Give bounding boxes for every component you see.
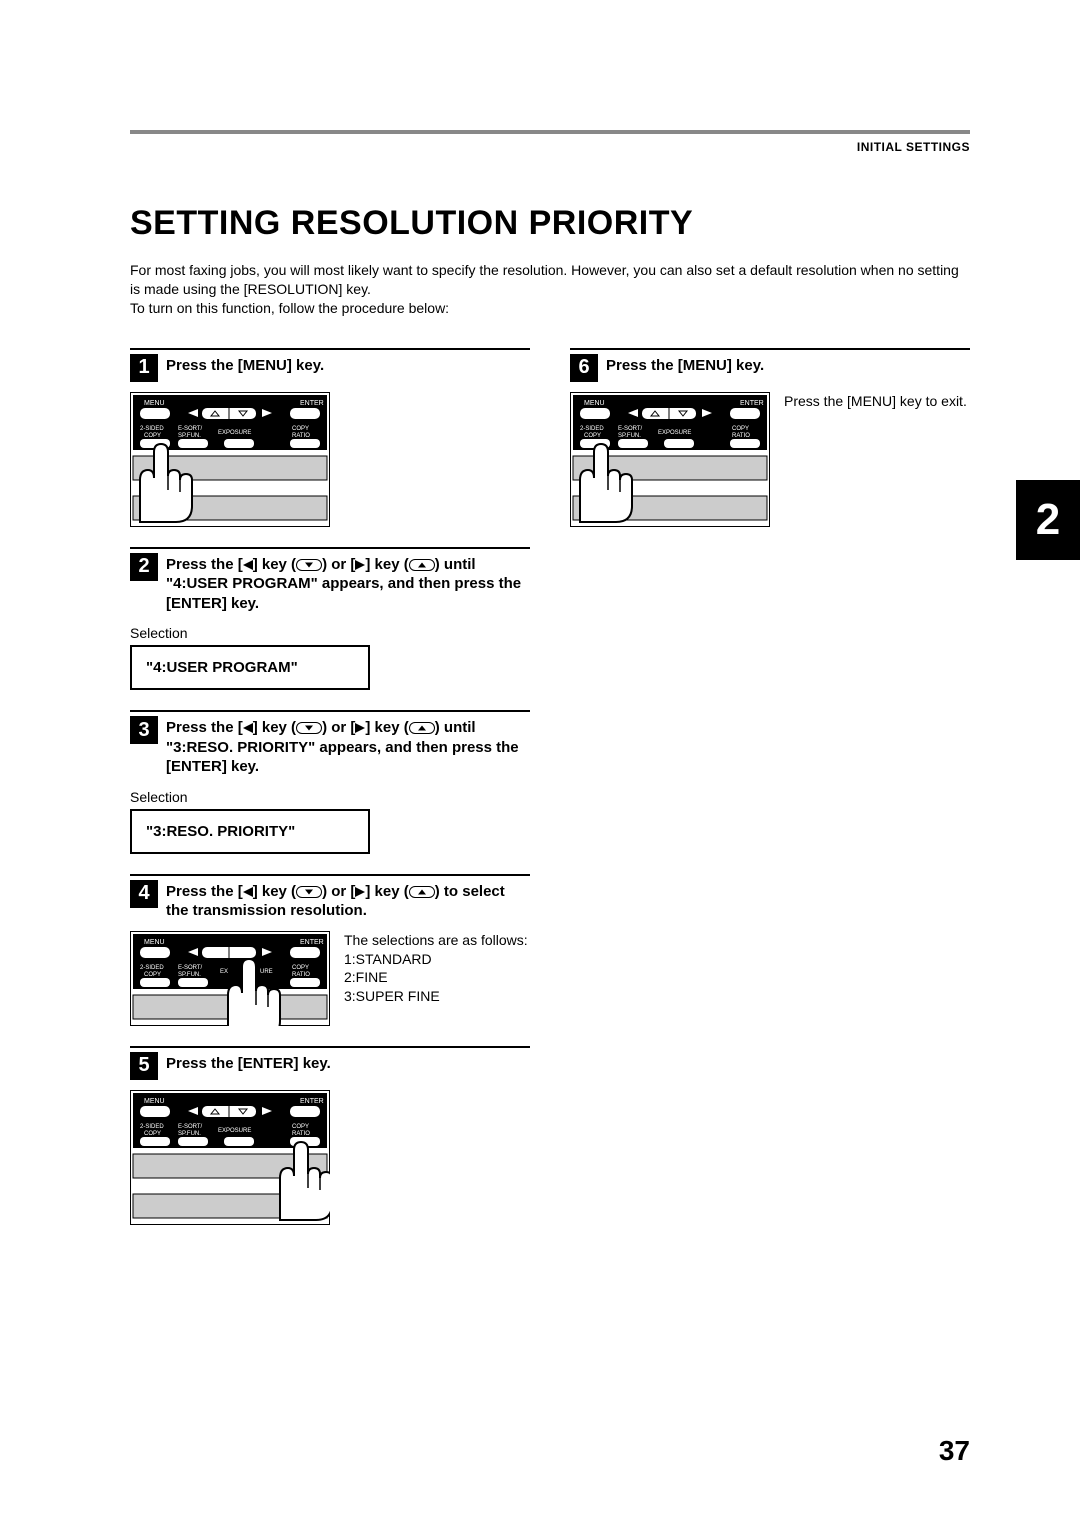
step-5: 5 Press the [ENTER] key. — [130, 1046, 530, 1225]
content-columns: 1 Press the [MENU] key. 2 Press the [ ] k… — [130, 348, 970, 1245]
section-header: INITIAL SETTINGS — [130, 140, 970, 154]
page-title: SETTING RESOLUTION PRIORITY — [130, 204, 970, 243]
step-number: 6 — [570, 354, 598, 382]
down-key-icon — [296, 559, 322, 571]
step-3: 3 Press the [] key () or [] key () until… — [130, 710, 530, 854]
text: ] key ( — [365, 883, 408, 900]
svg-text:EX: EX — [220, 969, 228, 975]
right-arrow-icon — [355, 723, 365, 733]
step-description: The selections are as follows: 1:STANDAR… — [344, 931, 528, 1026]
step-number: 2 — [130, 553, 158, 581]
down-key-icon — [296, 886, 322, 898]
step-number: 5 — [130, 1052, 158, 1080]
step-description: Press the [MENU] key to exit. — [784, 392, 967, 527]
left-arrow-icon — [243, 560, 253, 570]
text: ] key ( — [365, 719, 408, 736]
lcd-display: "4:USER PROGRAM" — [130, 645, 370, 690]
svg-text:COPY: COPY — [292, 965, 309, 971]
text: ] key ( — [253, 556, 296, 573]
text: Press the [ — [166, 883, 243, 900]
intro-paragraph: For most faxing jobs, you will most like… — [130, 261, 970, 318]
step-number: 3 — [130, 716, 158, 744]
step-title: Press the [ENTER] key. — [166, 1052, 331, 1074]
text: ] key ( — [253, 883, 296, 900]
selection-label: Selection — [130, 789, 530, 805]
step-title: Press the [MENU] key. — [606, 354, 764, 376]
text: Press the [ — [166, 556, 243, 573]
up-key-icon — [409, 886, 435, 898]
step-title: Press the [] key () or [] key () until "… — [166, 553, 530, 614]
svg-text:COPY: COPY — [144, 972, 161, 978]
svg-text:E-SORT/: E-SORT/ — [178, 965, 203, 971]
text: ] key ( — [253, 719, 296, 736]
right-arrow-icon — [355, 560, 365, 570]
step-number: 1 — [130, 354, 158, 382]
manual-page: INITIAL SETTINGS SETTING RESOLUTION PRIO… — [0, 0, 1080, 1527]
lcd-display: "3:RESO. PRIORITY" — [130, 809, 370, 854]
step-4: 4 Press the [] key () or [] key () to se… — [130, 874, 530, 1026]
left-arrow-icon — [243, 887, 253, 897]
left-arrow-icon — [243, 723, 253, 733]
control-panel-illustration — [570, 392, 770, 527]
step-title: Press the [] key () or [] key () until "… — [166, 716, 530, 777]
down-key-icon — [296, 722, 322, 734]
svg-text:SP.FUN.: SP.FUN. — [178, 972, 201, 978]
control-panel-illustration — [130, 392, 330, 527]
control-panel-illustration: MENU ENTER 2-SIDED COPY E-SORT/ SP.FUN. … — [130, 931, 330, 1026]
text: ) or [ — [322, 556, 355, 573]
step-6: 6 Press the [MENU] key. Press the [MENU]… — [570, 348, 970, 527]
step-title: Press the [] key () or [] key () to sele… — [166, 880, 530, 921]
right-arrow-icon — [355, 887, 365, 897]
svg-text:2-SIDED: 2-SIDED — [140, 965, 164, 971]
text: Press the [ — [166, 719, 243, 736]
svg-text:URE: URE — [260, 969, 273, 975]
svg-text:MENU: MENU — [144, 939, 165, 946]
up-key-icon — [409, 559, 435, 571]
right-column: 6 Press the [MENU] key. Press the [MENU]… — [570, 348, 970, 1245]
control-panel-illustration — [130, 1090, 330, 1225]
left-column: 1 Press the [MENU] key. 2 Press the [ ] k… — [130, 348, 530, 1245]
svg-text:ENTER: ENTER — [300, 939, 324, 946]
page-number: 37 — [939, 1435, 970, 1467]
step-title: Press the [MENU] key. — [166, 354, 324, 376]
text: ) or [ — [322, 883, 355, 900]
text: ] key ( — [365, 556, 408, 573]
selection-label: Selection — [130, 625, 530, 641]
step-1: 1 Press the [MENU] key. — [130, 348, 530, 527]
step-number: 4 — [130, 880, 158, 908]
header-rule — [130, 130, 970, 134]
up-key-icon — [409, 722, 435, 734]
step-2: 2 Press the [] key () or [] key () until… — [130, 547, 530, 691]
svg-text:RATIO: RATIO — [292, 972, 310, 978]
chapter-tab: 2 — [1016, 480, 1080, 560]
text: ) or [ — [322, 719, 355, 736]
